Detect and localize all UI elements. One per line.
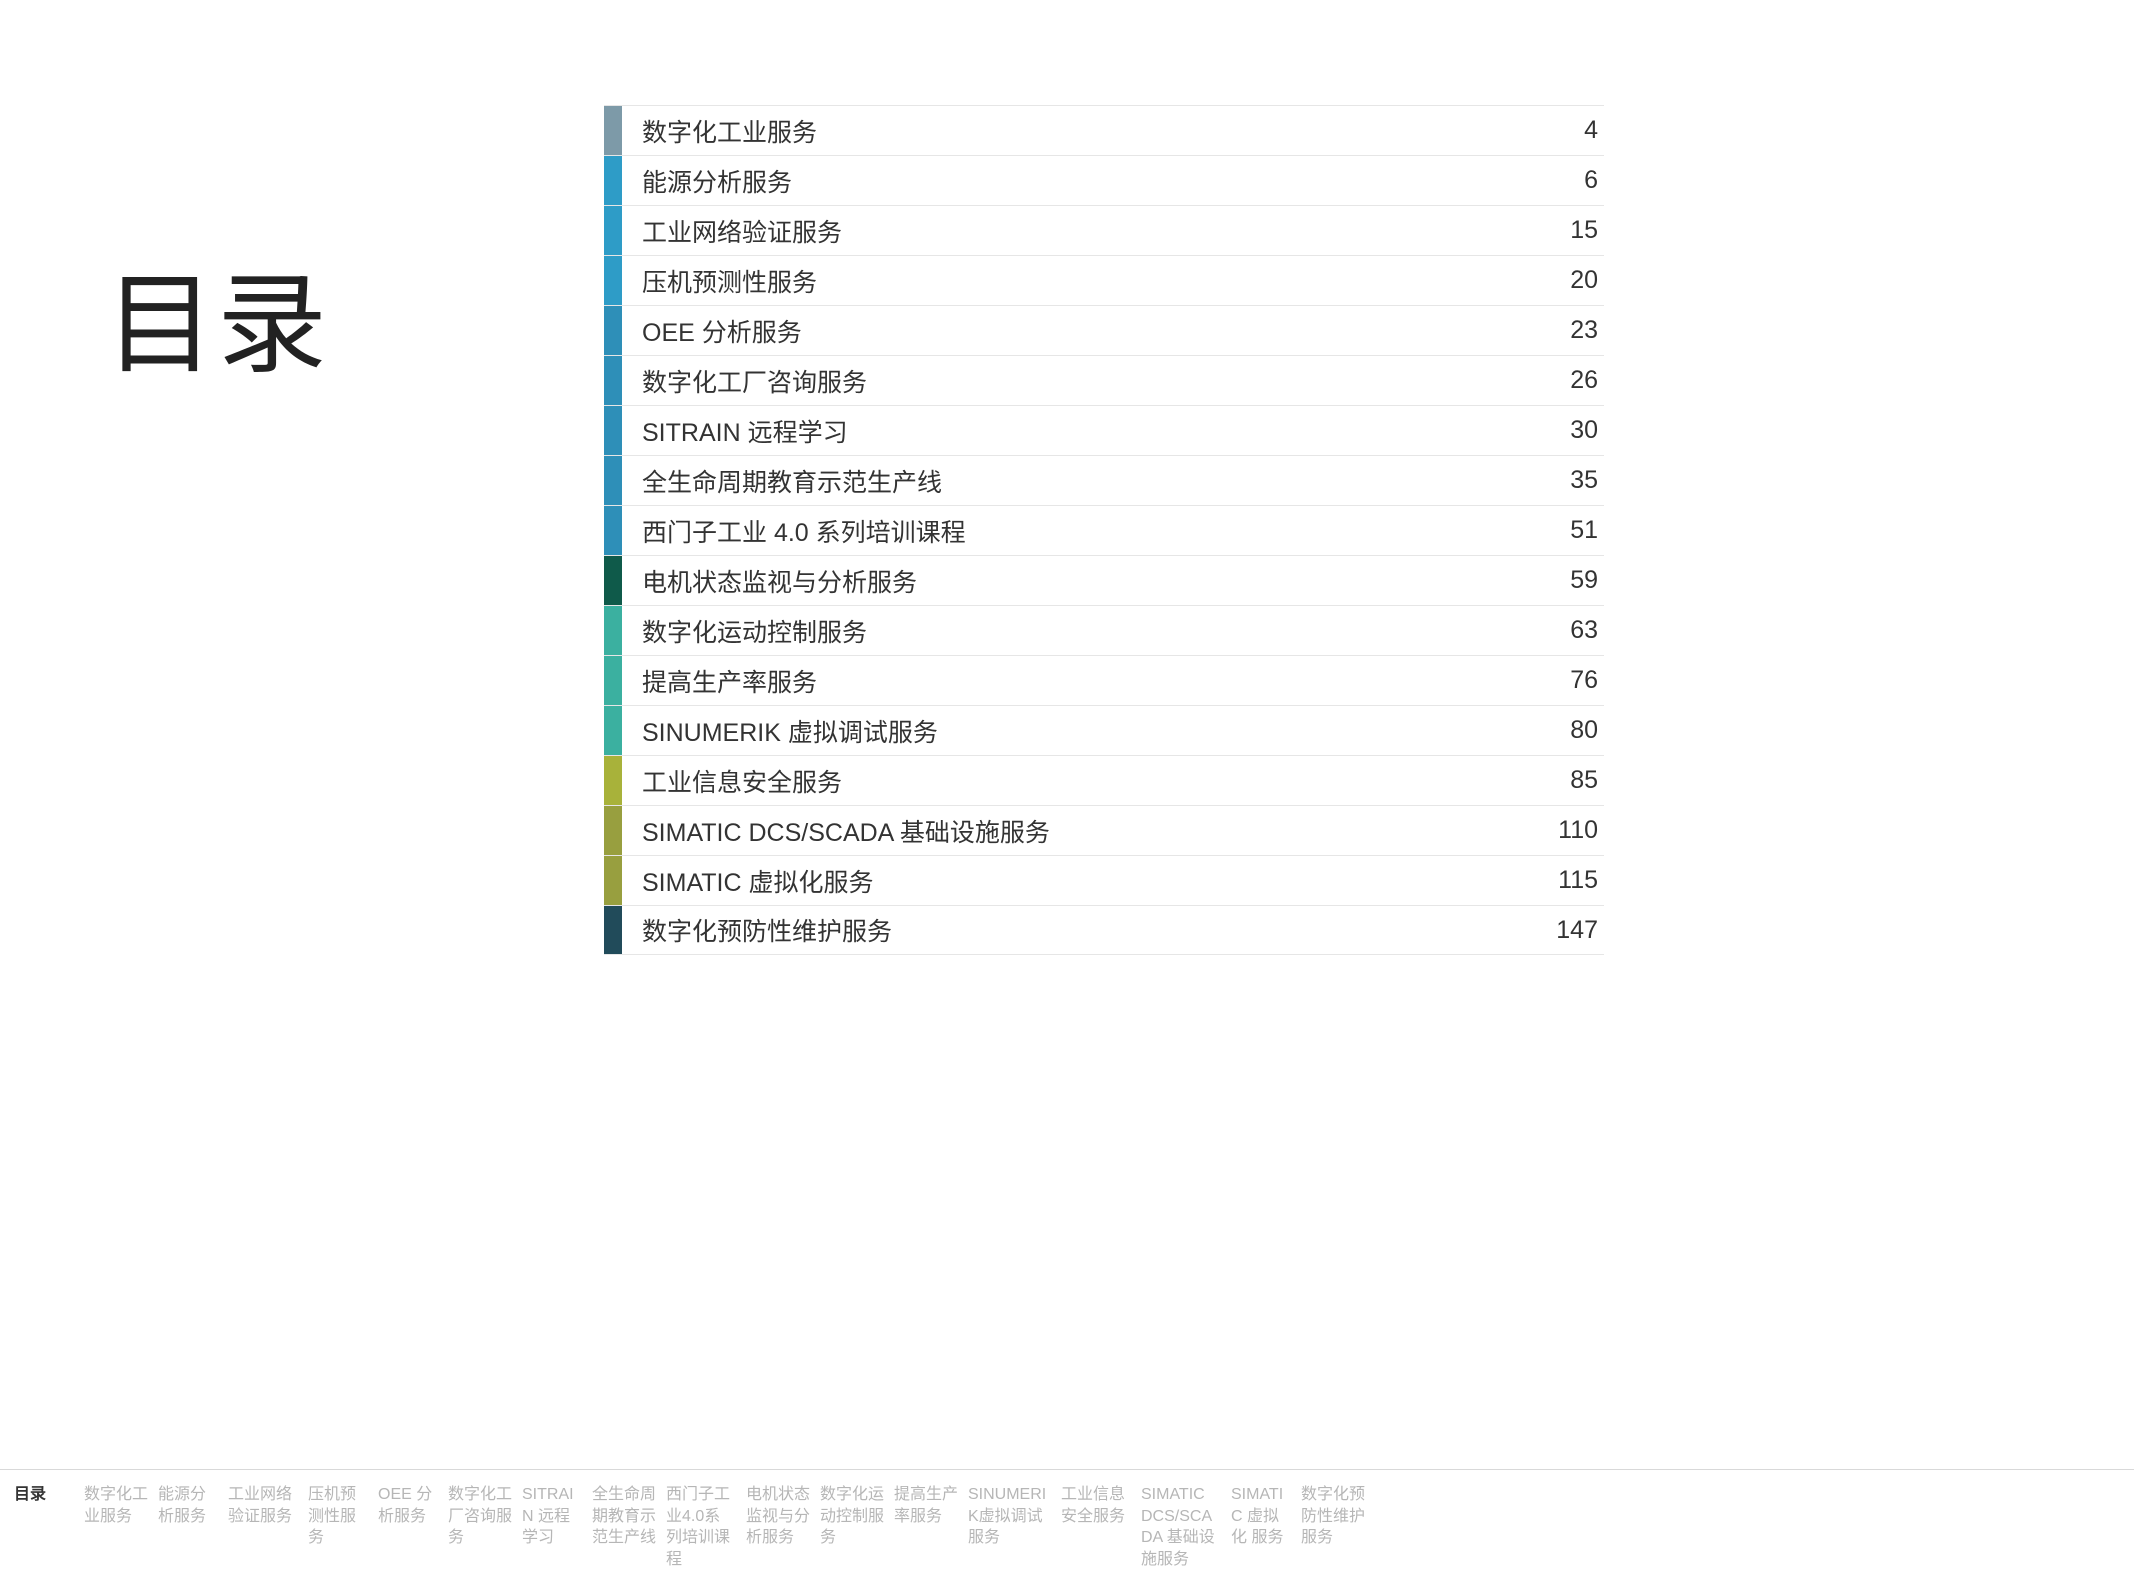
toc-swatch (604, 556, 622, 605)
toc-swatch (604, 506, 622, 555)
toc-swatch (604, 306, 622, 355)
toc-page-number: 80 (1570, 706, 1604, 755)
toc-label: 提高生产率服务 (622, 656, 1570, 705)
toc-row[interactable]: 数字化运动控制服务63 (604, 605, 1604, 655)
footer-tab[interactable]: 数字化工厂咨询服务 (448, 1484, 522, 1549)
footer-nav: 目录数字化工业服务能源分析服务工业网络验证服务压机预测性服务OEE 分析服务数字… (0, 1469, 2134, 1559)
toc-row[interactable]: 压机预测性服务20 (604, 255, 1604, 305)
toc-swatch (604, 406, 622, 455)
toc-row[interactable]: SIMATIC 虚拟化服务115 (604, 855, 1604, 905)
toc-row[interactable]: 工业网络验证服务15 (604, 205, 1604, 255)
toc-swatch (604, 256, 622, 305)
toc-page-number: 63 (1570, 606, 1604, 655)
page-title: 目录 (105, 235, 329, 395)
toc-page-number: 30 (1570, 406, 1604, 455)
toc-swatch (604, 156, 622, 205)
toc-label: SIMATIC DCS/SCADA 基础设施服务 (622, 806, 1558, 855)
toc-swatch (604, 356, 622, 405)
toc-swatch (604, 106, 622, 155)
footer-tab[interactable]: SINUMERIK虚拟调试服务 (968, 1484, 1061, 1549)
toc-label: SINUMERIK 虚拟调试服务 (622, 706, 1570, 755)
toc-label: SITRAIN 远程学习 (622, 406, 1570, 455)
toc-page-number: 6 (1584, 156, 1604, 205)
toc-label: 电机状态监视与分析服务 (622, 556, 1570, 605)
toc-row[interactable]: OEE 分析服务23 (604, 305, 1604, 355)
toc-page-number: 4 (1584, 106, 1604, 155)
toc-page-number: 110 (1558, 806, 1604, 855)
toc-label: OEE 分析服务 (622, 306, 1570, 355)
toc-label: 工业网络验证服务 (622, 206, 1570, 255)
toc-page-number: 59 (1570, 556, 1604, 605)
toc-label: 数字化预防性维护服务 (622, 906, 1556, 954)
footer-tab[interactable]: 目录 (14, 1484, 84, 1506)
toc-row[interactable]: 全生命周期教育示范生产线35 (604, 455, 1604, 505)
toc-swatch (604, 856, 622, 905)
toc-row[interactable]: 数字化工厂咨询服务26 (604, 355, 1604, 405)
toc-row[interactable]: SITRAIN 远程学习30 (604, 405, 1604, 455)
toc-swatch (604, 606, 622, 655)
toc-page-number: 15 (1570, 206, 1604, 255)
toc-page-number: 35 (1570, 456, 1604, 505)
toc-page-number: 76 (1570, 656, 1604, 705)
toc-row[interactable]: 工业信息安全服务85 (604, 755, 1604, 805)
toc-page-number: 26 (1570, 356, 1604, 405)
toc-page-number: 147 (1556, 906, 1604, 954)
footer-tab[interactable]: 工业网络验证服务 (228, 1484, 308, 1527)
toc-label: SIMATIC 虚拟化服务 (622, 856, 1558, 905)
toc-page-number: 51 (1570, 506, 1604, 555)
toc-row[interactable]: SINUMERIK 虚拟调试服务80 (604, 705, 1604, 755)
toc-page-number: 20 (1570, 256, 1604, 305)
toc-row[interactable]: 电机状态监视与分析服务59 (604, 555, 1604, 605)
toc-swatch (604, 906, 622, 954)
toc-row[interactable]: 西门子工业 4.0 系列培训课程51 (604, 505, 1604, 555)
footer-tab[interactable]: 全生命周期教育示范生产线 (592, 1484, 666, 1549)
toc-row[interactable]: 提高生产率服务76 (604, 655, 1604, 705)
toc-label: 数字化工厂咨询服务 (622, 356, 1570, 405)
footer-tab[interactable]: 数字化预防性维护服务 (1301, 1484, 1381, 1549)
toc-page-number: 85 (1570, 756, 1604, 805)
toc-swatch (604, 206, 622, 255)
toc-swatch (604, 756, 622, 805)
footer-tab[interactable]: SITRAIN 远程学习 (522, 1484, 592, 1549)
footer-tab[interactable]: SIMATIC DCS/SCADA 基础设施服务 (1141, 1484, 1231, 1570)
toc-label: 数字化运动控制服务 (622, 606, 1570, 655)
toc-row[interactable]: SIMATIC DCS/SCADA 基础设施服务110 (604, 805, 1604, 855)
toc-label: 压机预测性服务 (622, 256, 1570, 305)
table-of-contents: 数字化工业服务4能源分析服务6工业网络验证服务15压机预测性服务20OEE 分析… (604, 105, 1604, 955)
toc-label: 工业信息安全服务 (622, 756, 1570, 805)
toc-label: 全生命周期教育示范生产线 (622, 456, 1570, 505)
footer-tab[interactable]: 压机预测性服务 (308, 1484, 378, 1549)
footer-tab[interactable]: 提高生产率服务 (894, 1484, 968, 1527)
toc-label: 能源分析服务 (622, 156, 1584, 205)
toc-label: 西门子工业 4.0 系列培训课程 (622, 506, 1570, 555)
toc-row[interactable]: 数字化工业服务4 (604, 105, 1604, 155)
footer-tab[interactable]: 电机状态监视与分析服务 (746, 1484, 820, 1549)
footer-tab[interactable]: 工业信息安全服务 (1061, 1484, 1141, 1527)
toc-label: 数字化工业服务 (622, 106, 1584, 155)
toc-page-number: 115 (1558, 856, 1604, 905)
toc-swatch (604, 806, 622, 855)
toc-page-number: 23 (1570, 306, 1604, 355)
footer-tab[interactable]: OEE 分析服务 (378, 1484, 448, 1527)
toc-swatch (604, 706, 622, 755)
footer-tab[interactable]: 数字化工业服务 (84, 1484, 158, 1527)
footer-tab[interactable]: 西门子工业4.0系列培训课程 (666, 1484, 746, 1570)
page: 目录 数字化工业服务4能源分析服务6工业网络验证服务15压机预测性服务20OEE… (0, 0, 2134, 1559)
toc-row[interactable]: 数字化预防性维护服务147 (604, 905, 1604, 955)
toc-swatch (604, 656, 622, 705)
footer-tab[interactable]: SIMATIC 虚拟化 服务 (1231, 1484, 1301, 1549)
footer-tab[interactable]: 数字化运动控制服务 (820, 1484, 894, 1549)
toc-row[interactable]: 能源分析服务6 (604, 155, 1604, 205)
toc-swatch (604, 456, 622, 505)
footer-tab[interactable]: 能源分析服务 (158, 1484, 228, 1527)
